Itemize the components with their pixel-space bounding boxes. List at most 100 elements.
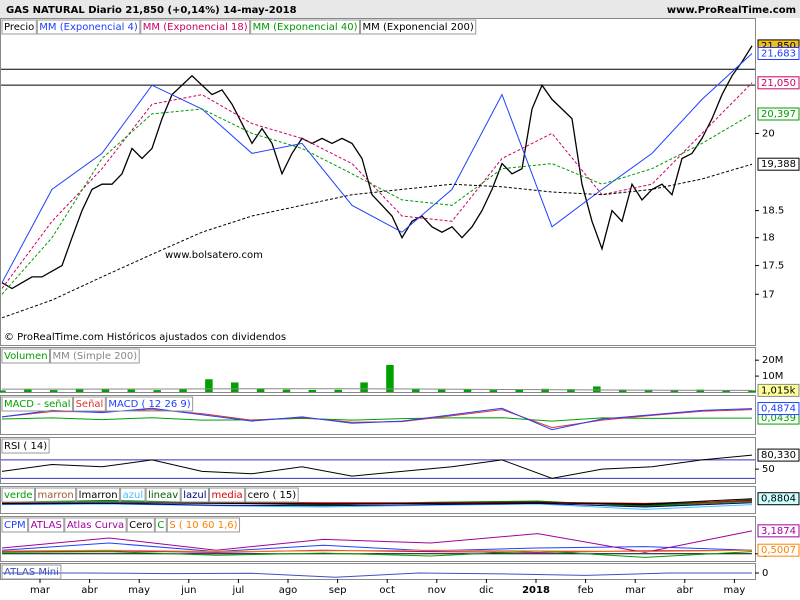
legend-box bbox=[180, 487, 209, 503]
header-bar bbox=[0, 0, 800, 18]
x-tick-label: may bbox=[128, 585, 150, 596]
x-tick-label: abr bbox=[677, 585, 694, 596]
series-line bbox=[2, 388, 753, 391]
last-value-label: 21,050 bbox=[761, 78, 796, 89]
panel bbox=[0, 395, 756, 435]
y-tick-label: 18.5 bbox=[762, 206, 784, 217]
last-value-box bbox=[757, 157, 800, 171]
bar bbox=[386, 364, 394, 392]
panel bbox=[0, 437, 756, 484]
legend-label: Atlas Curva bbox=[67, 520, 124, 531]
y-tick-label: 17.5 bbox=[762, 261, 784, 272]
bar bbox=[49, 390, 58, 392]
legend-box bbox=[1, 19, 37, 35]
legend-label: Precio bbox=[4, 22, 34, 33]
legend-box bbox=[245, 487, 299, 503]
last-value-box bbox=[757, 76, 800, 90]
x-tick-label: may bbox=[724, 585, 746, 596]
legend-box bbox=[154, 517, 167, 533]
bar bbox=[437, 389, 446, 392]
legend-box bbox=[35, 487, 77, 503]
legend-label: lazul bbox=[183, 490, 206, 501]
header-title: GAS NATURAL Diario 21,850 (+0,14%) 14-ma… bbox=[6, 5, 297, 16]
legend-label: ATLAS Mini bbox=[4, 567, 59, 578]
legend-box bbox=[36, 19, 141, 35]
last-value-box bbox=[757, 543, 800, 557]
legend-box bbox=[126, 517, 155, 533]
series-line bbox=[1, 407, 753, 431]
legend-label: MACD ( 12 26 9) bbox=[108, 399, 190, 410]
legend-box bbox=[28, 517, 65, 533]
panel bbox=[0, 563, 756, 580]
bar bbox=[463, 389, 472, 392]
x-tick-label: 2018 bbox=[522, 585, 550, 596]
bar bbox=[127, 389, 136, 392]
x-tick-label: abr bbox=[81, 585, 98, 596]
series-line bbox=[1, 549, 753, 553]
series-line bbox=[1, 550, 753, 558]
x-tick-label: ago bbox=[279, 585, 298, 596]
series-line bbox=[1, 45, 753, 290]
last-value-label: 3,1874 bbox=[761, 526, 796, 537]
bar bbox=[722, 390, 730, 392]
legend-label: Volumen bbox=[4, 351, 48, 362]
legend-label: RSI ( 14) bbox=[4, 441, 47, 452]
legend-label: Cero bbox=[129, 520, 152, 531]
legend-label: lineav bbox=[148, 490, 178, 501]
legend-box bbox=[250, 19, 361, 35]
bar bbox=[593, 386, 601, 392]
x-tick-label: oct bbox=[379, 585, 395, 596]
legend-box bbox=[73, 396, 106, 412]
series-line bbox=[1, 108, 753, 295]
x-tick-label: feb bbox=[578, 585, 594, 596]
last-value-box bbox=[757, 524, 800, 538]
bar bbox=[360, 382, 368, 392]
x-tick-label: jun bbox=[180, 585, 196, 596]
last-value-box bbox=[757, 47, 800, 61]
bar bbox=[334, 389, 342, 392]
bar bbox=[282, 389, 291, 392]
last-value-label: 19,388 bbox=[761, 159, 796, 170]
legend-box bbox=[76, 487, 121, 503]
legend-label: S ( 10 60 1,6) bbox=[169, 520, 237, 531]
bar bbox=[24, 389, 32, 392]
legend-label: cero ( 15) bbox=[248, 490, 297, 501]
legend-box bbox=[1, 564, 62, 580]
legend-label: MM (Simple 200) bbox=[53, 351, 138, 362]
legend-label: marron bbox=[38, 490, 74, 501]
last-value-label: 20,397 bbox=[761, 109, 796, 120]
last-value-label: 1,015k bbox=[761, 385, 796, 396]
bar bbox=[153, 390, 161, 392]
header-site: www.ProRealTime.com bbox=[667, 5, 796, 16]
series-line bbox=[1, 542, 753, 553]
series-line bbox=[2, 572, 752, 578]
watermark: www.bolsatero.com bbox=[165, 250, 263, 261]
bar bbox=[515, 389, 523, 392]
panel bbox=[0, 347, 756, 393]
bar bbox=[231, 382, 239, 392]
legend-box bbox=[1, 438, 50, 454]
legend-label: azul bbox=[123, 490, 144, 501]
legend-label: MM (Exponencial 4) bbox=[39, 22, 138, 33]
series-line bbox=[1, 163, 753, 319]
legend-box bbox=[1, 348, 51, 364]
bar bbox=[618, 389, 627, 392]
legend-label: lmarron bbox=[79, 490, 118, 501]
legend-box bbox=[1, 517, 29, 533]
x-tick-label: mar bbox=[30, 585, 51, 596]
panel bbox=[0, 18, 756, 346]
legend-label: MACD - señal bbox=[4, 399, 71, 410]
last-value-label: 80,330 bbox=[761, 450, 796, 461]
legend-box bbox=[140, 19, 251, 35]
legend-box bbox=[120, 487, 146, 503]
last-value-box bbox=[757, 383, 800, 397]
bar bbox=[748, 390, 756, 392]
footer-note: © ProRealTime.com Históricos ajustados c… bbox=[4, 331, 286, 343]
y-tick-label: 20M bbox=[762, 355, 783, 366]
legend-box bbox=[145, 487, 181, 503]
legend-box bbox=[208, 487, 246, 503]
y-tick-label: 0 bbox=[762, 568, 768, 579]
legend-label: MM (Exponencial 18) bbox=[143, 22, 248, 33]
